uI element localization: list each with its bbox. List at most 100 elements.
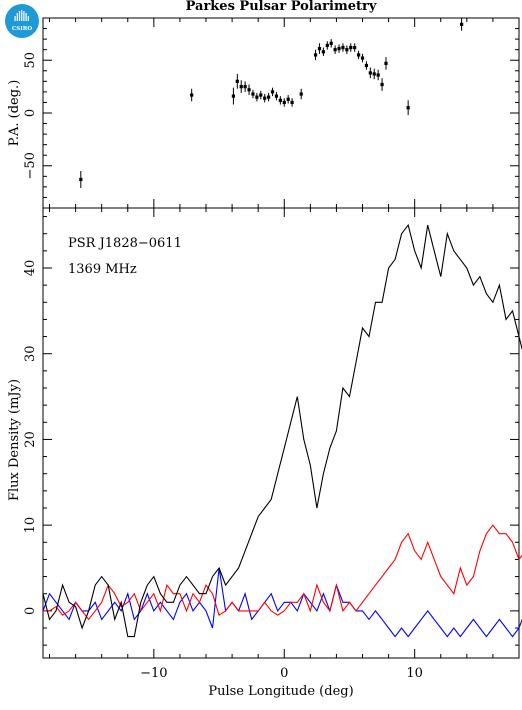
pa-marker <box>460 22 464 26</box>
pa-marker <box>231 94 235 98</box>
csiro-logo: CSIRO <box>5 4 39 38</box>
pa-marker <box>313 53 318 57</box>
pa-marker <box>79 177 83 182</box>
pa-point <box>333 45 337 54</box>
frequency-annotation: 1369 MHz <box>68 262 137 277</box>
pa-point <box>243 81 247 92</box>
pa-point <box>299 88 303 100</box>
linear-polarization-line <box>43 524 522 621</box>
flux-panel-frame <box>42 207 520 659</box>
pa-marker <box>299 92 303 96</box>
pa-point <box>255 92 259 102</box>
pa-marker <box>372 72 376 76</box>
pa-point <box>235 73 239 89</box>
pa-marker <box>278 98 282 102</box>
pa-point <box>282 98 286 107</box>
pa-point <box>368 67 372 79</box>
pa-marker <box>329 41 333 45</box>
pa-marker <box>349 45 353 50</box>
pa-point <box>231 87 235 105</box>
pa-point <box>372 68 376 80</box>
logo-bar <box>25 13 27 21</box>
pa-point <box>247 84 251 96</box>
pa-marker <box>274 94 279 98</box>
flux-axis-label: Flux Density (mJy) <box>7 379 22 501</box>
pa-marker <box>190 93 194 97</box>
pa-point <box>286 95 290 104</box>
y-tick-label: 20 <box>23 431 38 448</box>
pa-marker <box>263 96 267 100</box>
y-tick-label: 10 <box>23 517 38 534</box>
pa-marker <box>360 56 365 60</box>
pa-marker <box>255 95 259 99</box>
pa-marker <box>317 47 322 51</box>
pa-marker <box>406 106 410 110</box>
pa-point <box>270 87 275 97</box>
pa-point <box>321 47 325 56</box>
pa-points <box>79 18 464 188</box>
flux-panel-ticks: −10 0 10 0 10 20 30 40 <box>23 208 520 681</box>
pa-marker <box>267 95 271 99</box>
pa-point <box>376 69 380 81</box>
pa-marker <box>345 48 349 52</box>
pa-point <box>290 98 294 107</box>
pa-point <box>259 90 263 100</box>
pa-marker <box>286 97 290 101</box>
pa-point <box>239 80 243 93</box>
pa-point <box>251 89 255 99</box>
flux-profiles <box>42 223 522 638</box>
x-tick-label: 0 <box>280 666 288 681</box>
logo-bar <box>23 11 25 21</box>
pa-point <box>380 78 384 91</box>
y-tick-label: 30 <box>23 345 38 362</box>
pa-marker <box>239 85 243 89</box>
pa-marker <box>243 85 247 89</box>
pa-marker <box>356 53 361 57</box>
y-tick-label: 0 <box>23 109 38 117</box>
pa-point <box>263 94 267 103</box>
pa-point <box>278 96 282 105</box>
y-tick-label: 50 <box>23 52 38 69</box>
pa-point <box>337 44 341 53</box>
pa-axis-label: P.A. (deg.) <box>7 80 22 147</box>
x-tick-label: −10 <box>140 666 167 681</box>
y-tick-label: 40 <box>23 260 38 277</box>
pa-point <box>325 41 329 50</box>
logo-text: CSIRO <box>12 26 32 32</box>
chart-title: Parkes Pulsar Polarimetry <box>186 0 377 14</box>
pa-marker <box>325 43 329 48</box>
total-intensity-line <box>42 223 522 638</box>
pa-point <box>267 92 271 102</box>
pa-marker <box>251 92 255 96</box>
logo-bar <box>18 11 21 21</box>
pa-marker <box>333 48 337 52</box>
pa-point <box>349 43 353 52</box>
logo-bar <box>21 10 23 21</box>
pa-point <box>364 61 369 70</box>
pulsar-name-annotation: PSR J1828−0611 <box>68 236 182 251</box>
pa-marker <box>321 50 325 54</box>
pa-point <box>353 43 357 52</box>
pa-marker <box>337 47 341 51</box>
x-axis-label: Pulse Longitude (deg) <box>208 684 353 699</box>
logo-bars-icon <box>14 10 29 21</box>
logo-bar <box>27 16 29 21</box>
pa-point <box>79 171 83 188</box>
pa-marker <box>247 88 251 92</box>
pa-marker <box>376 73 380 77</box>
pa-marker <box>235 79 239 83</box>
pa-point <box>384 57 388 70</box>
pa-point <box>360 53 365 63</box>
y-tick-label: −50 <box>23 152 38 179</box>
logo-bar <box>16 13 18 21</box>
pa-point <box>313 49 318 61</box>
pa-point <box>460 18 464 31</box>
pa-marker <box>282 100 286 105</box>
pa-marker <box>384 61 388 65</box>
pa-marker <box>364 63 369 68</box>
pa-panel-frame <box>42 17 520 209</box>
pa-marker <box>341 45 345 50</box>
pa-panel-ticks: −50 0 50 <box>23 17 520 209</box>
pa-marker <box>259 93 263 97</box>
circular-polarization-line <box>42 567 522 638</box>
